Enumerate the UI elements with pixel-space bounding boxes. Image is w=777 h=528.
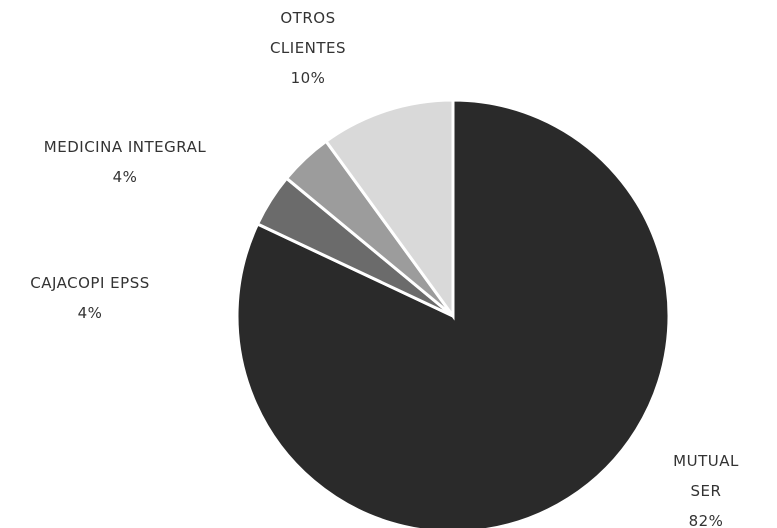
category: MUTUAL SER [673,452,739,500]
slice-label: CAJACOPI EPSS 4% [30,268,150,328]
category: MEDICINA INTEGRAL [43,138,207,156]
category: CAJACOPI EPSS [30,274,150,292]
slice-label: OTROS CLIENTES 10% [253,3,363,93]
pie-slice [235,98,671,528]
category: OTROS CLIENTES [269,9,347,57]
value-label: 82% [688,512,724,528]
value-label: 4% [77,304,103,322]
value-label: 10% [290,69,326,87]
pie-slice [323,98,455,321]
slice-label: MEDICINA INTEGRAL 4% [43,132,207,192]
value-label: 4% [112,168,138,186]
slice-label: MUTUAL SER 82% [670,446,742,528]
